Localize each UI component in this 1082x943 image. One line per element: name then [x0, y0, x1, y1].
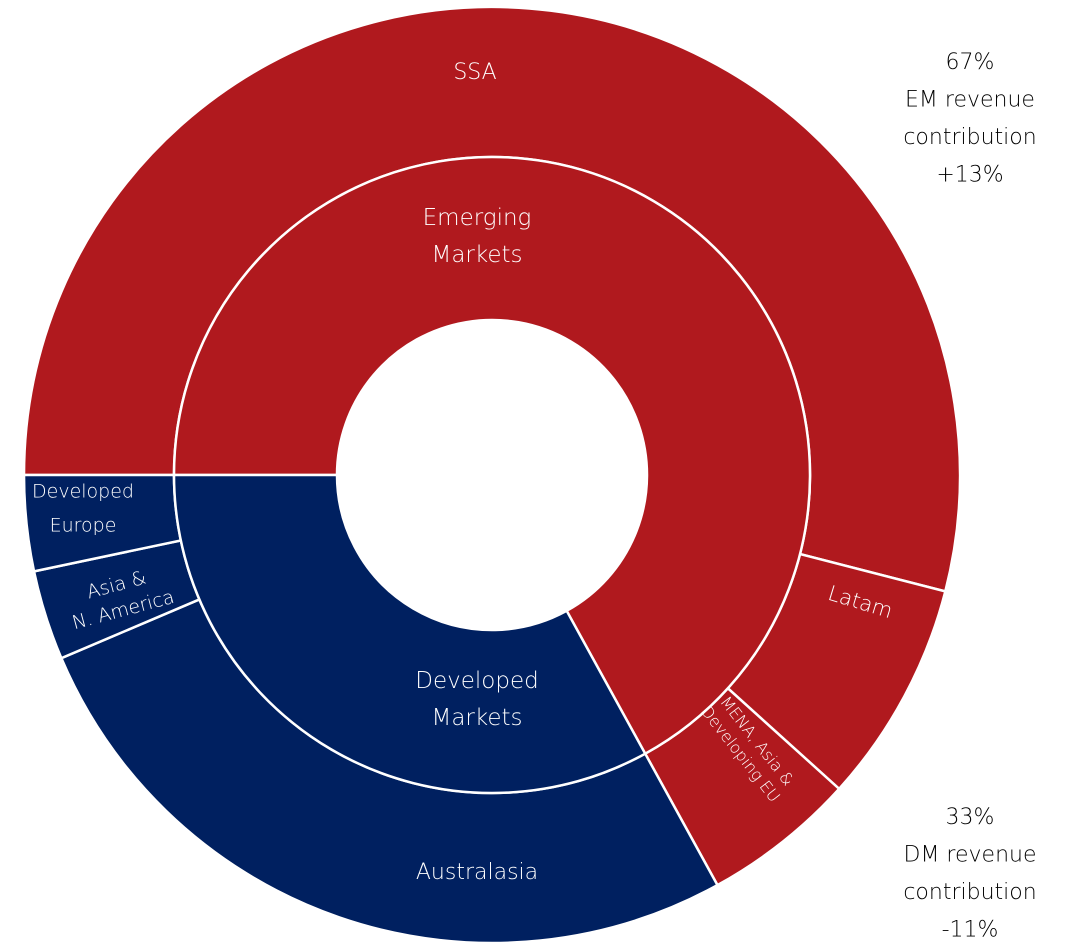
segment-label-line: Australasia: [416, 860, 538, 885]
segment-label: Developed Markets: [415, 668, 538, 731]
segment-label-line: Developed: [32, 481, 134, 503]
segment: [172, 473, 647, 795]
segment-label-line: Markets: [431, 242, 522, 268]
segment-label-line: SSA: [453, 60, 496, 85]
annotation: 33%: [946, 805, 995, 830]
segment-label: SSA: [453, 60, 496, 85]
annotation: +13%: [936, 163, 1003, 188]
segment-label: Australasia: [416, 860, 538, 885]
annotation: DM revenue: [904, 843, 1037, 868]
segment-label: Developed Europe: [32, 481, 134, 537]
annotation: 67%: [946, 50, 995, 75]
segment-label: Emerging Markets: [423, 205, 532, 268]
annotation: EM revenue: [905, 88, 1035, 113]
segment-label-line: Markets: [431, 705, 522, 731]
segment: [172, 155, 812, 756]
annotation: contribution: [903, 880, 1036, 905]
annotation: contribution: [903, 125, 1036, 150]
segment-label-line: Emerging: [423, 205, 532, 231]
segment-label-line: Developed: [415, 668, 538, 694]
segment-label-line: Europe: [50, 515, 117, 537]
annotation: -11%: [942, 918, 999, 943]
